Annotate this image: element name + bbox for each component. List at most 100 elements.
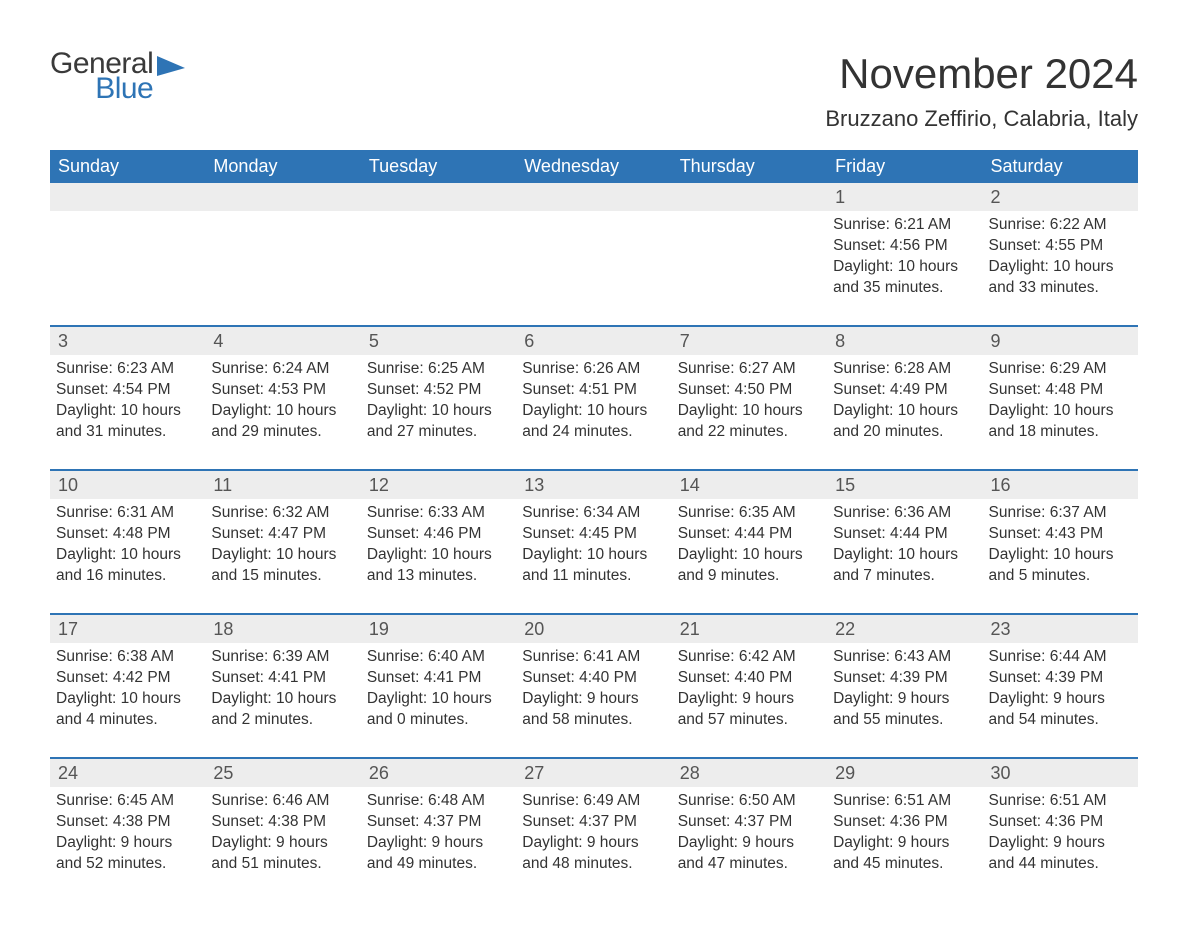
- day-info-line: and 18 minutes.: [989, 422, 1132, 443]
- day-info-line: and 0 minutes.: [367, 710, 510, 731]
- day-info-line: Sunrise: 6:46 AM: [211, 791, 354, 812]
- calendar-week-row: 17Sunrise: 6:38 AMSunset: 4:42 PMDayligh…: [50, 613, 1138, 757]
- calendar-day-cell: 25Sunrise: 6:46 AMSunset: 4:38 PMDayligh…: [205, 757, 360, 901]
- day-info-line: Sunrise: 6:51 AM: [989, 791, 1132, 812]
- day-info-line: Sunset: 4:43 PM: [989, 524, 1132, 545]
- day-info-line: Sunset: 4:55 PM: [989, 236, 1132, 257]
- day-info-line: and 7 minutes.: [833, 566, 976, 587]
- day-info-line: Sunset: 4:42 PM: [56, 668, 199, 689]
- day-info: Sunrise: 6:35 AMSunset: 4:44 PMDaylight:…: [678, 503, 821, 587]
- day-info: Sunrise: 6:27 AMSunset: 4:50 PMDaylight:…: [678, 359, 821, 443]
- day-info: Sunrise: 6:34 AMSunset: 4:45 PMDaylight:…: [522, 503, 665, 587]
- calendar-day-cell: 24Sunrise: 6:45 AMSunset: 4:38 PMDayligh…: [50, 757, 205, 901]
- calendar-day-cell: 19Sunrise: 6:40 AMSunset: 4:41 PMDayligh…: [361, 613, 516, 757]
- day-info: Sunrise: 6:48 AMSunset: 4:37 PMDaylight:…: [367, 791, 510, 875]
- day-info-line: Sunset: 4:37 PM: [522, 812, 665, 833]
- day-number: 2: [983, 183, 1138, 211]
- calendar-day-cell: 5Sunrise: 6:25 AMSunset: 4:52 PMDaylight…: [361, 325, 516, 469]
- empty-daynum: [50, 183, 205, 211]
- day-info-line: Sunset: 4:52 PM: [367, 380, 510, 401]
- day-info-line: Sunset: 4:36 PM: [833, 812, 976, 833]
- day-info-line: Daylight: 9 hours: [833, 833, 976, 854]
- day-info-line: Sunrise: 6:23 AM: [56, 359, 199, 380]
- day-info-line: Sunset: 4:36 PM: [989, 812, 1132, 833]
- day-info: Sunrise: 6:45 AMSunset: 4:38 PMDaylight:…: [56, 791, 199, 875]
- day-info-line: Daylight: 10 hours: [989, 257, 1132, 278]
- day-info-line: and 47 minutes.: [678, 854, 821, 875]
- day-info-line: Daylight: 9 hours: [989, 833, 1132, 854]
- day-info-line: and 22 minutes.: [678, 422, 821, 443]
- day-header: Thursday: [672, 150, 827, 183]
- calendar-header-row: SundayMondayTuesdayWednesdayThursdayFrid…: [50, 150, 1138, 183]
- calendar-day-cell: 2 Sunrise: 6:22 AMSunset: 4:55 PMDaylight…: [983, 183, 1138, 325]
- day-number: 10: [50, 469, 205, 499]
- calendar-day-cell: [50, 183, 205, 325]
- day-info: Sunrise: 6:31 AMSunset: 4:48 PMDaylight:…: [56, 503, 199, 587]
- calendar-day-cell: 14 Sunrise: 6:35 AMSunset: 4:44 PMDayligh…: [672, 469, 827, 613]
- day-number: 14: [672, 469, 827, 499]
- calendar-day-cell: [516, 183, 671, 325]
- day-info: Sunrise: 6:22 AMSunset: 4:55 PMDaylight:…: [989, 215, 1132, 299]
- day-number: 29: [827, 757, 982, 787]
- day-number: 11: [205, 469, 360, 499]
- day-info-line: Sunset: 4:48 PM: [989, 380, 1132, 401]
- day-info: Sunrise: 6:42 AMSunset: 4:40 PMDaylight:…: [678, 647, 821, 731]
- day-info-line: Sunrise: 6:37 AM: [989, 503, 1132, 524]
- day-info: Sunrise: 6:28 AMSunset: 4:49 PMDaylight:…: [833, 359, 976, 443]
- empty-daynum: [516, 183, 671, 211]
- day-info-line: Daylight: 10 hours: [678, 401, 821, 422]
- day-number: 28: [672, 757, 827, 787]
- day-info-line: Sunrise: 6:43 AM: [833, 647, 976, 668]
- day-info-line: Sunrise: 6:28 AM: [833, 359, 976, 380]
- calendar-day-cell: 26Sunrise: 6:48 AMSunset: 4:37 PMDayligh…: [361, 757, 516, 901]
- day-info-line: and 52 minutes.: [56, 854, 199, 875]
- day-info-line: Sunset: 4:38 PM: [56, 812, 199, 833]
- calendar-day-cell: 17Sunrise: 6:38 AMSunset: 4:42 PMDayligh…: [50, 613, 205, 757]
- calendar-day-cell: 20Sunrise: 6:41 AMSunset: 4:40 PMDayligh…: [516, 613, 671, 757]
- day-info-line: Daylight: 10 hours: [211, 401, 354, 422]
- day-info-line: Daylight: 9 hours: [367, 833, 510, 854]
- day-info-line: Daylight: 10 hours: [56, 545, 199, 566]
- day-number: 20: [516, 613, 671, 643]
- day-info-line: Sunset: 4:49 PM: [833, 380, 976, 401]
- day-info-line: Daylight: 9 hours: [522, 689, 665, 710]
- day-info-line: Sunset: 4:41 PM: [211, 668, 354, 689]
- day-info-line: Sunset: 4:51 PM: [522, 380, 665, 401]
- day-info: Sunrise: 6:39 AMSunset: 4:41 PMDaylight:…: [211, 647, 354, 731]
- calendar-week-row: 10 Sunrise: 6:31 AMSunset: 4:48 PMDayligh…: [50, 469, 1138, 613]
- day-info-line: Daylight: 9 hours: [833, 689, 976, 710]
- day-info-line: Sunset: 4:38 PM: [211, 812, 354, 833]
- day-info-line: Sunrise: 6:24 AM: [211, 359, 354, 380]
- day-info-line: Sunrise: 6:36 AM: [833, 503, 976, 524]
- day-info-line: Sunrise: 6:49 AM: [522, 791, 665, 812]
- day-info: Sunrise: 6:44 AMSunset: 4:39 PMDaylight:…: [989, 647, 1132, 731]
- calendar-day-cell: 12Sunrise: 6:33 AMSunset: 4:46 PMDayligh…: [361, 469, 516, 613]
- day-info-line: Sunrise: 6:33 AM: [367, 503, 510, 524]
- day-info-line: Sunrise: 6:34 AM: [522, 503, 665, 524]
- day-info-line: Sunrise: 6:26 AM: [522, 359, 665, 380]
- day-info-line: Daylight: 10 hours: [833, 401, 976, 422]
- calendar-day-cell: 22Sunrise: 6:43 AMSunset: 4:39 PMDayligh…: [827, 613, 982, 757]
- day-info: Sunrise: 6:26 AMSunset: 4:51 PMDaylight:…: [522, 359, 665, 443]
- day-info-line: Sunset: 4:39 PM: [833, 668, 976, 689]
- day-number: 8: [827, 325, 982, 355]
- calendar-day-cell: 29Sunrise: 6:51 AMSunset: 4:36 PMDayligh…: [827, 757, 982, 901]
- empty-daynum: [361, 183, 516, 211]
- calendar-week-row: 1Sunrise: 6:21 AMSunset: 4:56 PMDaylight…: [50, 183, 1138, 325]
- day-info: Sunrise: 6:40 AMSunset: 4:41 PMDaylight:…: [367, 647, 510, 731]
- day-info: Sunrise: 6:25 AMSunset: 4:52 PMDaylight:…: [367, 359, 510, 443]
- day-info-line: Sunrise: 6:44 AM: [989, 647, 1132, 668]
- day-info-line: and 35 minutes.: [833, 278, 976, 299]
- day-info: Sunrise: 6:43 AMSunset: 4:39 PMDaylight:…: [833, 647, 976, 731]
- day-info-line: and 20 minutes.: [833, 422, 976, 443]
- day-info-line: and 27 minutes.: [367, 422, 510, 443]
- calendar-day-cell: 4Sunrise: 6:24 AMSunset: 4:53 PMDaylight…: [205, 325, 360, 469]
- document-header: General Blue November 2024 Bruzzano Zeff…: [50, 50, 1138, 144]
- day-info-line: and 24 minutes.: [522, 422, 665, 443]
- day-info-line: Sunset: 4:41 PM: [367, 668, 510, 689]
- day-info-line: and 29 minutes.: [211, 422, 354, 443]
- title-block: November 2024 Bruzzano Zeffirio, Calabri…: [825, 50, 1138, 144]
- day-info-line: Sunrise: 6:48 AM: [367, 791, 510, 812]
- day-info-line: Daylight: 10 hours: [522, 401, 665, 422]
- calendar-day-cell: 27Sunrise: 6:49 AMSunset: 4:37 PMDayligh…: [516, 757, 671, 901]
